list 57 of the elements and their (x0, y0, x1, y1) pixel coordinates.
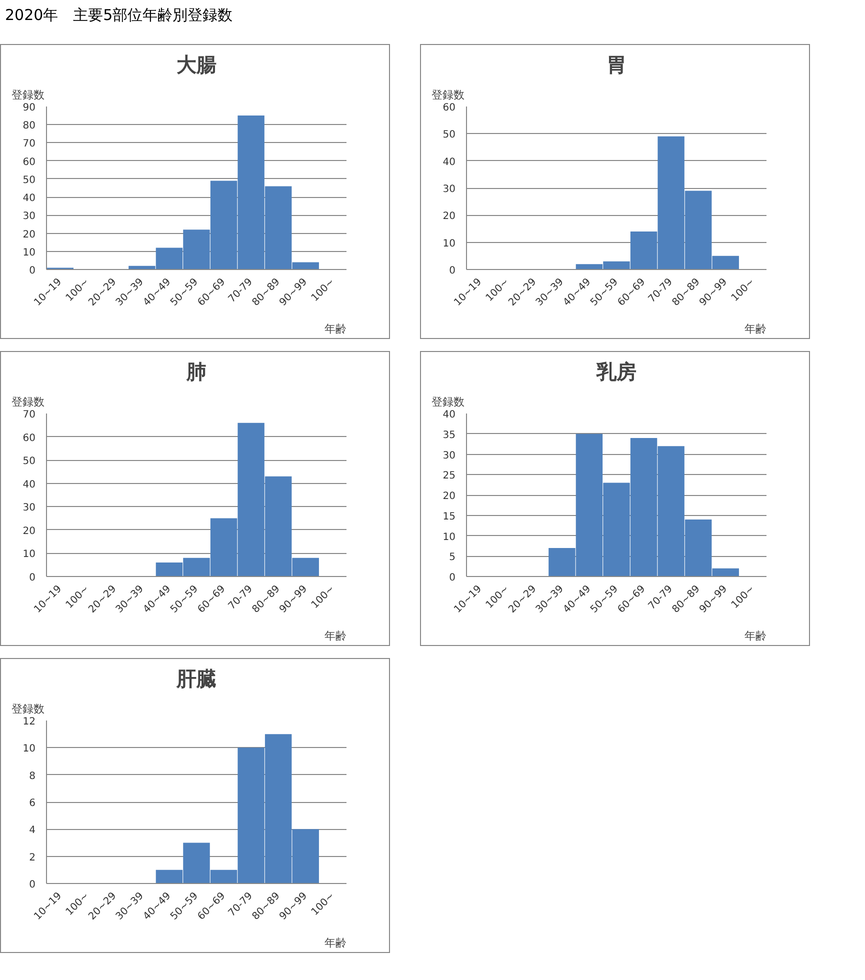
y-tick-label: 40 (442, 410, 456, 420)
y-tick-label: 4 (29, 825, 36, 836)
y-tick-label: 20 (22, 229, 36, 240)
y-tick-label: 5 (449, 552, 456, 564)
chart-title: 胃 (606, 52, 626, 76)
y-tick-label: 6 (29, 798, 36, 809)
y-tick-label: 50 (22, 174, 36, 186)
y-tick-label: 70 (22, 138, 36, 150)
y-tick-label: 60 (442, 102, 456, 114)
y-tick-label: 40 (22, 193, 36, 204)
y-tick-label: 12 (22, 716, 36, 728)
y-tick-label: 10 (22, 247, 36, 258)
y-tick-label: 70 (22, 410, 36, 420)
y-tick-label: 40 (442, 156, 456, 168)
y-tick-label: 10 (442, 532, 456, 543)
y-tick-label: 30 (22, 211, 36, 222)
x-axis-title: 年齢 (324, 322, 346, 336)
chart-title: 肺 (186, 360, 206, 384)
text: 2020年 主要5部位年齢別登録数 (5, 5, 233, 26)
x-axis-title: 年齢 (324, 936, 346, 950)
x-axis-title: 年齢 (744, 630, 766, 642)
y-axis-title: 登録数 (12, 88, 44, 102)
y-axis-title: 登録数 (12, 396, 44, 408)
y-tick-label: 80 (22, 120, 36, 132)
chart-title: 大腸 (176, 52, 216, 76)
y-tick-label: 10 (442, 238, 456, 250)
y-tick-label: 0 (29, 880, 36, 890)
y-tick-label: 10 (22, 549, 36, 560)
y-tick-label: 30 (442, 450, 456, 462)
y-tick-label: 50 (442, 130, 456, 141)
y-tick-label: 20 (442, 211, 456, 222)
x-axis-title: 年齢 (744, 322, 766, 336)
y-axis-title: 登録数 (432, 396, 464, 408)
y-tick-label: 60 (22, 156, 36, 168)
y-axis-title: 登録数 (12, 702, 44, 716)
y-tick-label: 25 (442, 470, 456, 482)
y-tick-label: 8 (29, 770, 36, 782)
y-tick-label: 60 (22, 432, 36, 444)
chart-title: 肝臓 (176, 666, 216, 690)
y-tick-label: 20 (22, 526, 36, 537)
y-tick-label: 50 (22, 456, 36, 468)
y-tick-label: 35 (442, 430, 456, 441)
y-tick-label: 20 (442, 491, 456, 502)
y-tick-label: 15 (442, 511, 456, 522)
y-tick-label: 30 (442, 184, 456, 195)
y-tick-label: 10 (22, 744, 36, 755)
chart-title: 乳房 (596, 360, 636, 384)
y-tick-label: 0 (29, 572, 36, 584)
y-tick-label: 30 (22, 502, 36, 514)
y-tick-label: 0 (29, 266, 36, 276)
y-axis-title: 登録数 (432, 88, 464, 102)
y-tick-label: 40 (22, 479, 36, 490)
y-tick-label: 90 (22, 102, 36, 114)
y-tick-label: 2 (29, 852, 36, 864)
y-tick-label: 0 (449, 266, 456, 276)
y-tick-label: 0 (449, 572, 456, 584)
x-axis-title: 年齢 (324, 630, 346, 642)
